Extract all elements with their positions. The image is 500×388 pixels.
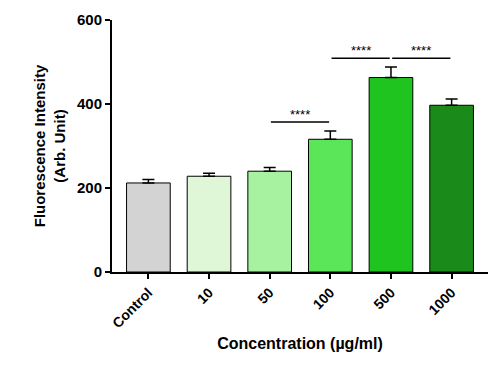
svg-text:10: 10 — [194, 284, 216, 306]
svg-text:100: 100 — [310, 284, 338, 312]
svg-text:50: 50 — [254, 284, 276, 306]
svg-text:****: **** — [351, 43, 371, 58]
svg-text:****: **** — [411, 43, 431, 58]
svg-text:200: 200 — [77, 179, 102, 196]
svg-text:Fluorescence Intensity(Arb. Un: Fluorescence Intensity(Arb. Unit) — [31, 64, 68, 227]
svg-text:400: 400 — [77, 95, 102, 112]
svg-text:Control: Control — [109, 285, 156, 332]
svg-text:****: **** — [290, 107, 310, 122]
svg-text:1000: 1000 — [425, 284, 458, 317]
svg-text:600: 600 — [77, 11, 102, 28]
svg-text:500: 500 — [370, 284, 398, 312]
svg-text:0: 0 — [94, 263, 102, 280]
svg-text:Concentration (µg/ml): Concentration (µg/ml) — [217, 335, 383, 352]
